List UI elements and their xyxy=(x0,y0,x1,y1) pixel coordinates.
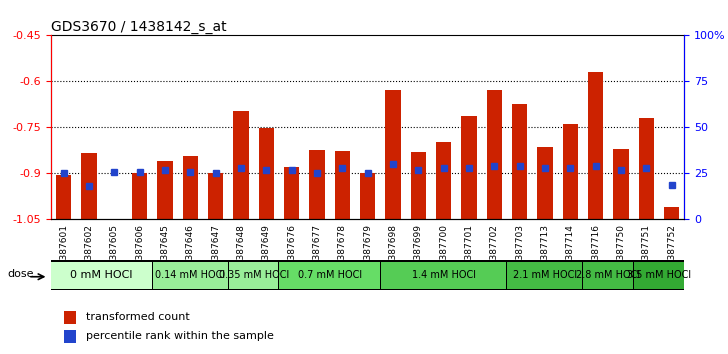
Text: GDS3670 / 1438142_s_at: GDS3670 / 1438142_s_at xyxy=(51,21,226,34)
Text: 0.14 mM HOCl: 0.14 mM HOCl xyxy=(155,270,226,280)
Bar xyxy=(63,311,76,324)
Text: dose: dose xyxy=(8,269,34,279)
Bar xyxy=(507,262,582,289)
Bar xyxy=(229,262,279,289)
Text: 2.8 mM HOCl: 2.8 mM HOCl xyxy=(577,270,641,280)
Bar xyxy=(634,262,684,289)
Bar xyxy=(82,153,97,219)
Bar xyxy=(63,330,76,343)
Text: 0 mM HOCl: 0 mM HOCl xyxy=(71,270,133,280)
Bar xyxy=(563,124,578,219)
Bar xyxy=(583,262,633,289)
Bar xyxy=(157,161,173,219)
Bar xyxy=(309,150,325,219)
Text: 1.4 mM HOCl: 1.4 mM HOCl xyxy=(411,270,475,280)
Text: percentile rank within the sample: percentile rank within the sample xyxy=(86,331,274,341)
Bar xyxy=(258,128,274,219)
Bar xyxy=(234,110,248,219)
Bar xyxy=(588,72,604,219)
Bar xyxy=(385,90,400,219)
Bar xyxy=(411,152,426,219)
Text: 0.7 mM HOCl: 0.7 mM HOCl xyxy=(298,270,362,280)
Text: 0.35 mM HOCl: 0.35 mM HOCl xyxy=(218,270,289,280)
Bar xyxy=(284,167,299,219)
Text: transformed count: transformed count xyxy=(86,312,189,322)
Text: 3.5 mM HOCl: 3.5 mM HOCl xyxy=(627,270,691,280)
Bar xyxy=(487,90,502,219)
Bar xyxy=(436,142,451,219)
Bar xyxy=(381,262,507,289)
Bar xyxy=(512,103,527,219)
Bar xyxy=(183,156,198,219)
Bar xyxy=(208,173,223,219)
Bar xyxy=(132,172,147,219)
Bar xyxy=(462,116,477,219)
Bar xyxy=(537,147,553,219)
Text: 2.1 mM HOCl: 2.1 mM HOCl xyxy=(513,270,577,280)
Bar xyxy=(360,173,375,219)
Bar xyxy=(52,262,152,289)
Bar xyxy=(664,207,679,219)
Bar xyxy=(56,175,71,219)
Bar xyxy=(638,118,654,219)
Bar xyxy=(153,262,228,289)
Bar xyxy=(335,152,350,219)
Bar xyxy=(614,149,628,219)
Bar xyxy=(280,262,380,289)
